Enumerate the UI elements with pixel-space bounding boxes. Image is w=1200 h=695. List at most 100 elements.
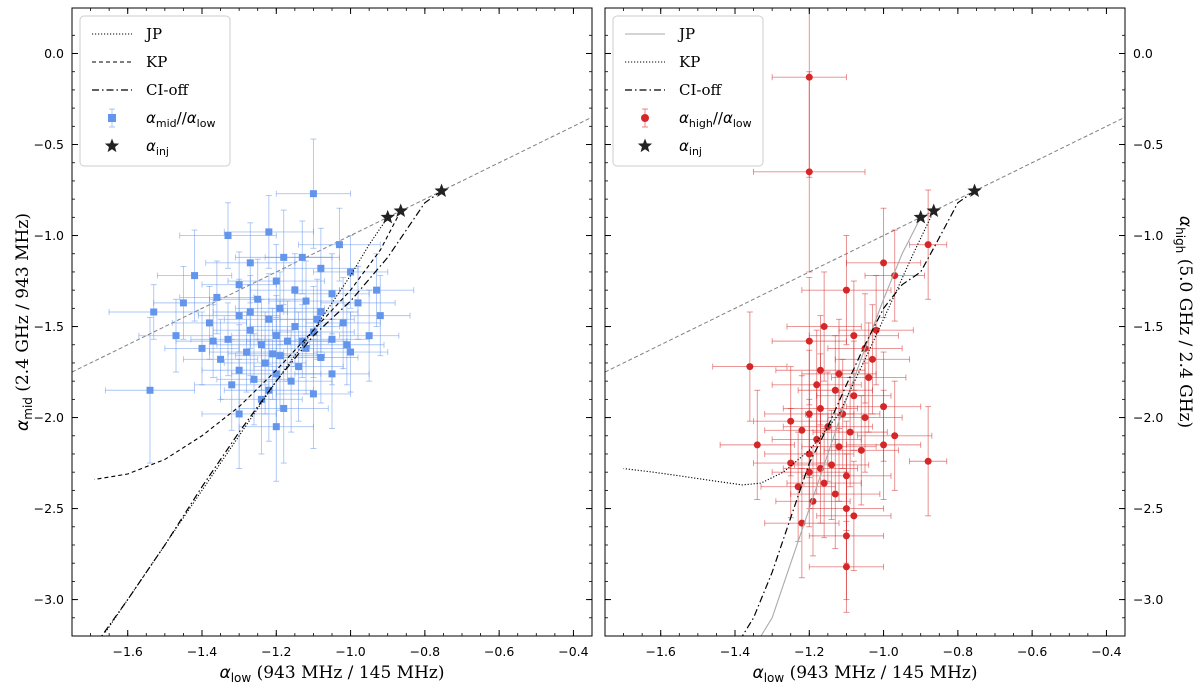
data-marker — [794, 483, 802, 491]
data-point — [212, 275, 288, 349]
data-point — [712, 311, 788, 422]
data-marker — [302, 344, 310, 352]
right-equality-line — [605, 116, 1125, 373]
legend-label: αinj — [679, 137, 702, 158]
legend-entry: KP — [92, 53, 167, 71]
model-curve-cioff — [741, 190, 975, 636]
x-tick-label: −0.4 — [558, 644, 588, 659]
right-x-axis-label: αlow (943 MHz / 145 MHz) — [752, 663, 977, 685]
data-marker — [150, 308, 158, 316]
y-tick-label: −3.0 — [1133, 592, 1163, 607]
y-tick-label: −2.5 — [34, 501, 64, 516]
data-marker — [191, 272, 199, 280]
data-marker — [835, 443, 843, 451]
x-tick-label: −1.4 — [187, 644, 217, 659]
data-marker — [365, 332, 373, 340]
data-point — [260, 302, 352, 395]
legend-marker — [108, 114, 116, 122]
y-tick-label: −2.0 — [34, 410, 64, 425]
x-tick-label: −1.0 — [868, 644, 898, 659]
y-tick-label: −1.5 — [1133, 319, 1163, 334]
data-marker — [347, 268, 355, 276]
data-point — [257, 304, 348, 378]
data-marker — [891, 432, 899, 440]
injection-star — [380, 209, 395, 224]
data-marker — [309, 390, 317, 398]
x-tick-label: −0.6 — [484, 644, 514, 659]
data-point — [175, 304, 251, 378]
x-tick-label: −1.0 — [335, 644, 365, 659]
legend-box — [612, 15, 764, 167]
legend-entry: CI-off — [92, 81, 190, 99]
y-tick-label: −1.0 — [1133, 228, 1163, 243]
data-marker — [265, 228, 273, 236]
data-marker — [309, 328, 317, 336]
data-marker — [857, 446, 865, 454]
right-y-axis-label: αhigh (5.0 GHz / 2.4 GHz) — [1173, 216, 1195, 428]
x-tick-label: −1.2 — [261, 644, 291, 659]
data-marker — [347, 348, 355, 356]
data-marker — [269, 350, 277, 358]
data-marker — [328, 370, 336, 378]
right-data-points — [712, 8, 948, 613]
legend-entry: CI-off — [625, 81, 723, 99]
right-legend: JP KP CI-off αhigh//αlow αinj — [612, 15, 764, 167]
x-tick-label: −0.8 — [943, 644, 973, 659]
data-marker — [343, 341, 351, 349]
data-marker — [813, 435, 821, 443]
legend-entry: αinj — [637, 137, 702, 158]
data-marker — [235, 312, 243, 320]
legend-label: αhigh//αlow — [679, 109, 752, 130]
y-tick-label: −0.5 — [1133, 137, 1163, 152]
data-marker — [820, 479, 828, 487]
left-tick-labels: −1.6 −1.4 −1.2 −1.0 −0.8 −0.6 −0.4 0.0 −0.5 −1.0 −… — [34, 46, 589, 659]
injection-star — [393, 203, 408, 218]
data-marker — [746, 363, 754, 371]
data-marker — [880, 259, 888, 267]
data-point — [227, 307, 318, 400]
data-marker — [828, 461, 836, 469]
data-marker — [335, 241, 343, 249]
data-marker — [872, 326, 880, 334]
data-marker — [198, 344, 206, 352]
data-marker — [861, 414, 869, 422]
data-marker — [302, 297, 310, 305]
legend-label: αinj — [146, 137, 169, 158]
legend-marker — [641, 114, 649, 122]
data-marker — [924, 457, 932, 465]
legend-entry: JP — [92, 25, 162, 43]
data-marker — [309, 190, 317, 198]
data-marker — [243, 348, 251, 356]
data-marker — [850, 392, 858, 400]
data-point — [775, 446, 851, 557]
data-marker — [272, 277, 280, 285]
data-marker — [246, 308, 254, 316]
data-marker — [846, 428, 854, 436]
y-tick-label: −1.0 — [34, 228, 64, 243]
y-tick-label: 0.0 — [44, 46, 64, 61]
x-tick-label: −0.8 — [410, 644, 440, 659]
y-tick-label: −1.5 — [34, 319, 64, 334]
data-marker — [924, 241, 932, 249]
data-marker — [246, 259, 254, 267]
data-marker — [865, 374, 873, 382]
data-point — [793, 409, 870, 520]
data-point — [104, 316, 196, 464]
data-marker — [816, 404, 824, 412]
y-tick-label: −2.0 — [1133, 410, 1163, 425]
legend-label: JP — [144, 25, 162, 43]
data-point — [909, 406, 948, 517]
legend-entry: JP — [625, 25, 695, 43]
data-marker — [339, 319, 347, 327]
data-marker — [842, 563, 850, 571]
data-point — [298, 207, 381, 282]
data-marker — [831, 490, 839, 498]
data-point — [220, 344, 303, 455]
data-point — [279, 278, 355, 360]
legend-box — [79, 15, 231, 167]
data-point — [182, 318, 259, 400]
y-tick-label: −2.5 — [1133, 501, 1163, 516]
data-point — [786, 271, 862, 382]
data-point — [834, 304, 911, 415]
data-marker — [291, 323, 299, 331]
